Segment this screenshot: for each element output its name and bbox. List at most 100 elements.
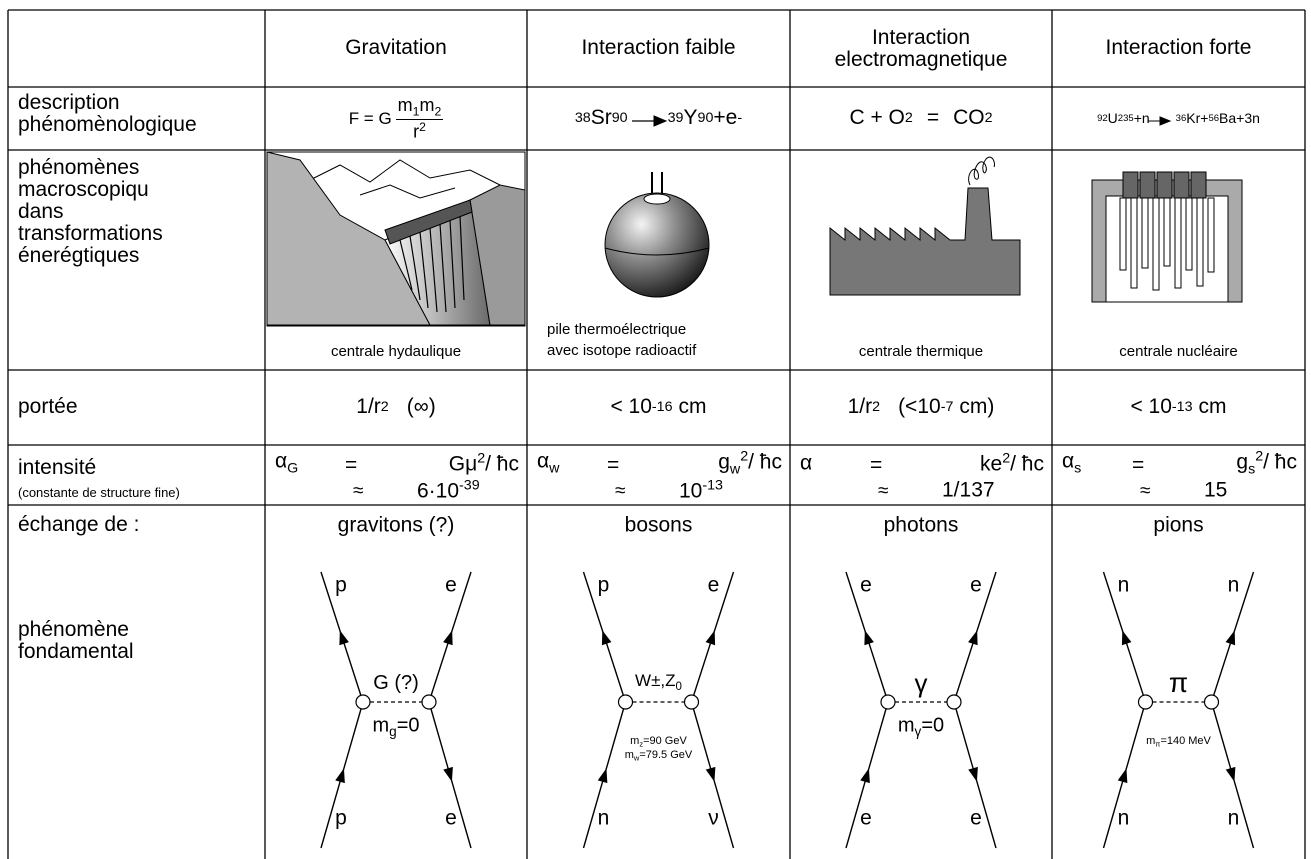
coupling-expression-part: / ħc: [748, 450, 782, 473]
text-part: cm: [679, 396, 707, 418]
mass-label: mw=79.5 GeV: [625, 750, 692, 762]
exchanged-particle-part: pions: [1153, 514, 1203, 537]
circle-shape: [605, 193, 709, 297]
mediator-label-part: G (?): [373, 672, 419, 694]
span-shape: m1m2: [396, 96, 444, 120]
caption: centrale hydaulique: [265, 341, 527, 362]
row-label: portée: [18, 396, 78, 418]
mediator-label-part: π: [1169, 667, 1188, 698]
coupling-value-part: 6·10: [417, 479, 459, 502]
coupling-expression-part: / ħc: [1010, 452, 1044, 475]
equals-part: =: [607, 454, 619, 477]
mediator-label-part: W±,Z: [635, 671, 675, 690]
particle-label: p: [335, 808, 347, 829]
coupling-value-part: -39: [459, 478, 480, 494]
comparison-table: Gravitation Interaction faible Interacti…: [0, 0, 1311, 859]
text-part: Kr+: [1186, 111, 1208, 126]
particle-label: e: [860, 575, 872, 596]
text-part: énerégtiques: [18, 245, 163, 267]
coupling-symbol-part: s: [1074, 460, 1081, 476]
arrow-head: [335, 768, 345, 783]
reactor-illustration: [1092, 172, 1242, 302]
coupling-expression-part: w: [730, 461, 740, 477]
coupling-symbol: αw: [537, 450, 559, 475]
column-header-text: Interaction electromagnetique: [798, 27, 1044, 71]
arrow-head: [864, 630, 874, 645]
particle-label-part: e: [445, 574, 457, 597]
text-part: 2: [905, 111, 913, 126]
particle-label: p: [598, 575, 610, 596]
text-part: 2: [872, 400, 880, 415]
mediator-label: W±,Z0: [635, 672, 682, 694]
coupling-value-part: 10: [679, 479, 702, 502]
mass-label-part: m: [372, 714, 389, 736]
vertex: [685, 695, 699, 709]
vertex: [356, 695, 370, 709]
mass-label-part: m: [898, 714, 915, 736]
text-part: (∞): [407, 396, 436, 418]
coupling-value: 6·10-39: [417, 479, 480, 502]
approx: ≈: [878, 482, 888, 501]
text-part: (<10: [898, 396, 941, 418]
mass-label: mπ=140 MeV: [1146, 736, 1211, 748]
text-part: +n: [1134, 111, 1150, 126]
approx-part: ≈: [1140, 481, 1150, 502]
coupling-symbol-part: α: [800, 452, 812, 475]
text-part: 2: [985, 111, 993, 126]
text-part: macroscopiqu: [18, 179, 163, 201]
rect-shape: [1120, 198, 1126, 270]
caption: centrale nucléaire: [1052, 341, 1305, 362]
caption: pile thermoélectriqueavec isotope radioa…: [527, 319, 790, 361]
arrow-head: [339, 630, 349, 645]
rect-shape: [1153, 198, 1159, 290]
column-header: Interaction faible: [527, 10, 790, 87]
text-part: pile thermoélectrique: [527, 319, 790, 340]
column-header: Interaction forte: [1052, 10, 1305, 87]
text-part: fondamental: [18, 641, 134, 663]
text-part: 2: [434, 104, 441, 118]
coupling-expression-part: g: [1236, 450, 1248, 473]
range-value: < 10-16cm: [527, 370, 790, 445]
rect-shape: [1142, 198, 1148, 268]
vertex: [947, 695, 961, 709]
mass-label-part: =90 GeV: [643, 735, 687, 747]
exchanged-particle-part: photons: [884, 514, 959, 537]
coupling-value-part: 15: [1204, 479, 1227, 502]
polygon-shape: [830, 188, 1020, 295]
equals-part: =: [1132, 454, 1144, 477]
text-part: 56: [1208, 114, 1219, 124]
row-label: phénomènefondamental: [18, 619, 134, 663]
text-part: Sr: [591, 107, 612, 129]
approx-part: ≈: [878, 481, 888, 502]
page: Gravitation Interaction faible Interacti…: [0, 0, 1311, 859]
arrow-head: [968, 630, 978, 645]
mediator-label-part: 0: [676, 681, 682, 693]
text-part: phénomènologique: [18, 114, 197, 136]
particle-label-part: n: [1118, 807, 1130, 830]
coupling-symbol-part: α: [275, 449, 287, 472]
text-part: < 10: [1130, 396, 1171, 418]
rect-shape: [1208, 198, 1214, 272]
rect-shape: [1175, 198, 1181, 288]
mass-label-part: m: [625, 749, 634, 761]
text-part: m: [419, 95, 434, 115]
mass-label-part: m: [1146, 735, 1155, 747]
arrow-head: [1226, 767, 1236, 782]
equals-part: =: [870, 454, 882, 477]
particle-label: e: [445, 808, 457, 829]
row-label: intensité: [18, 457, 96, 479]
exchanged-particle: photons: [884, 515, 959, 536]
rect-shape: [1186, 198, 1192, 270]
text-part: CO: [953, 107, 985, 129]
text-part: m: [398, 95, 413, 115]
coupling-symbol: αG: [275, 450, 298, 475]
arrow-head: [1122, 630, 1132, 645]
coupling-expression: gs2/ ħc: [1236, 449, 1297, 476]
column-header-text: Gravitation: [345, 37, 447, 59]
coupling-expression-part: 2: [1002, 451, 1010, 467]
text-part: Y: [684, 107, 698, 129]
text-part: cm): [959, 396, 994, 418]
vertex: [1139, 695, 1153, 709]
text-part: 90: [612, 111, 628, 126]
